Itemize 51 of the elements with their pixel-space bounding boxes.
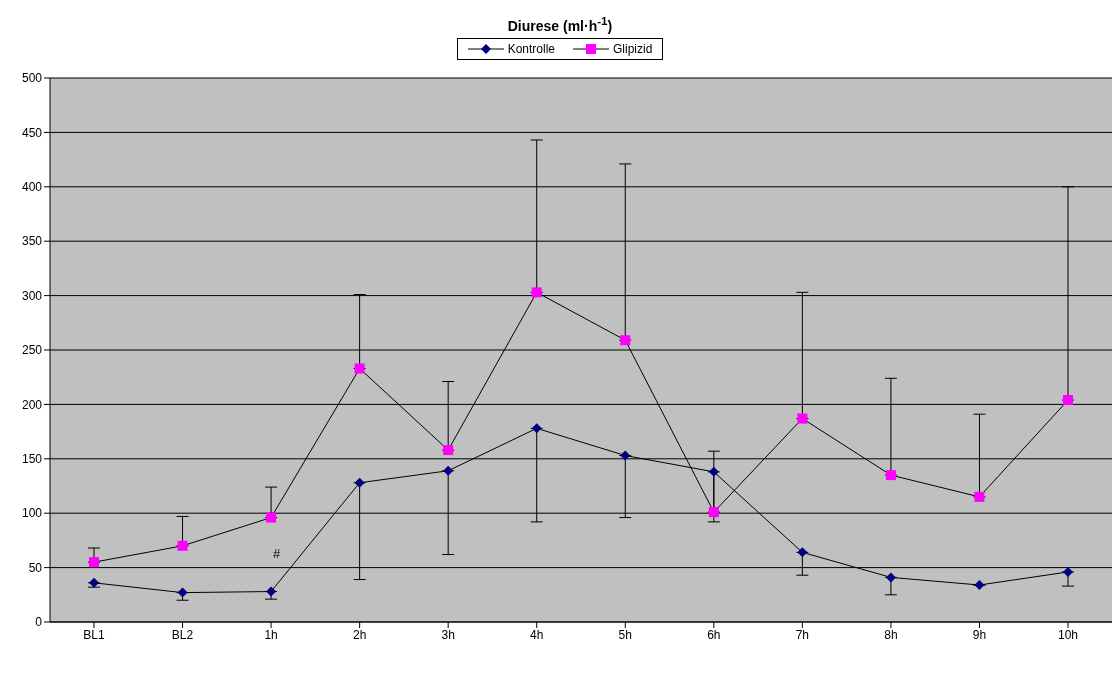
point — [708, 466, 719, 477]
x-tick-label: 1h — [264, 627, 278, 642]
point — [797, 547, 808, 558]
x-tick-label: 4h — [530, 627, 544, 642]
point — [354, 477, 365, 488]
point — [443, 444, 454, 455]
x-tick-label: BL1 — [83, 627, 105, 642]
legend-label: Kontrolle — [506, 41, 555, 56]
x-tick-label: BL2 — [171, 627, 194, 642]
point — [974, 491, 985, 502]
point — [266, 512, 277, 523]
y-tick-label: 250 — [21, 342, 43, 357]
point — [531, 422, 542, 433]
y-tick-label: 100 — [21, 506, 43, 521]
x-tick-label: 6h — [707, 627, 721, 642]
point — [354, 363, 365, 374]
point — [177, 540, 188, 551]
point — [974, 579, 985, 590]
x-tick-label: 2h — [352, 627, 367, 642]
x-tick-label: 8h — [884, 627, 898, 642]
y-tick-label: 50 — [28, 560, 43, 575]
point — [620, 334, 631, 345]
point — [1063, 566, 1073, 577]
legend-label: Glipizid — [612, 41, 653, 56]
x-tick-label: 7h — [795, 627, 810, 642]
point — [708, 506, 719, 517]
point — [885, 469, 896, 480]
y-tick-label: 350 — [21, 234, 43, 249]
chart-title: Diurese (ml·h$^{-1}$) — [506, 13, 614, 34]
point — [1063, 394, 1073, 405]
point — [443, 465, 454, 476]
point — [797, 413, 808, 424]
y-tick-label: 450 — [21, 125, 43, 140]
point — [89, 577, 99, 588]
y-tick-label: 150 — [21, 451, 43, 466]
x-tick-label: 3h — [441, 627, 455, 642]
point — [885, 572, 896, 583]
x-tick-label: 10h — [1057, 627, 1079, 642]
y-tick-label: 400 — [21, 179, 43, 194]
point — [177, 587, 188, 598]
point — [620, 450, 631, 461]
x-tick-label: 5h — [618, 627, 632, 642]
y-tick-label: 500 — [21, 70, 43, 85]
y-tick-label: 0 — [35, 614, 43, 629]
point — [531, 286, 542, 297]
y-tick-label: 300 — [21, 288, 43, 303]
x-tick-label: 9h — [972, 627, 987, 642]
y-tick-label: 200 — [21, 397, 43, 412]
annotation: # — [273, 546, 281, 561]
point — [266, 586, 277, 597]
point — [89, 556, 99, 567]
